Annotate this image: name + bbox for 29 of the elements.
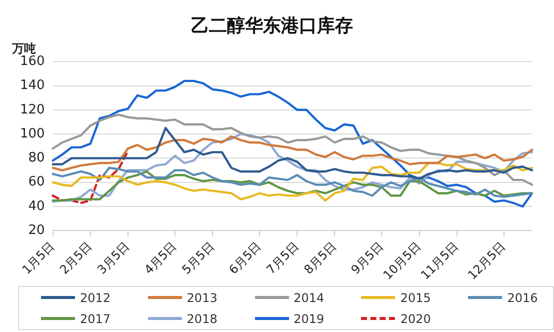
- x-tick-label: 6月5日: [226, 239, 264, 277]
- x-tick-label: 8月5日: [301, 239, 340, 277]
- y-tick-label: 160: [20, 54, 45, 69]
- legend-label: 2017: [80, 312, 111, 326]
- legend-label: 2019: [294, 312, 324, 326]
- y-axis-title: 万吨: [11, 42, 36, 56]
- y-tick-label: 80: [28, 150, 45, 166]
- x-tick-label: 4月5日: [142, 239, 180, 277]
- y-tick-label: 60: [28, 174, 45, 190]
- x-tick-label: 5月5日: [179, 239, 217, 277]
- y-tick-label: 140: [20, 78, 45, 94]
- chart-title: 乙二醇华东港口库存: [191, 15, 353, 36]
- legend-label: 2013: [186, 290, 218, 304]
- legend-label: 2015: [400, 290, 431, 304]
- x-tick-label: 7月5日: [264, 239, 302, 277]
- legend-label: 2020: [400, 312, 431, 326]
- y-tick-label: 20: [28, 223, 45, 238]
- legend-label: 2014: [294, 290, 324, 304]
- x-tick-label: 1月5日: [19, 239, 58, 277]
- legend-label: 2012: [80, 290, 111, 304]
- y-tick-label: 40: [28, 198, 45, 214]
- y-tick-label: 120: [20, 102, 45, 118]
- legend-label: 2018: [186, 312, 218, 326]
- legend-label: 2016: [507, 290, 538, 304]
- x-tick-label: 12月5日: [465, 239, 508, 282]
- line-series: [52, 150, 130, 204]
- y-tick-label: 100: [20, 126, 45, 142]
- x-tick-label: 2月5日: [57, 239, 95, 277]
- x-tick-label: 3月5日: [94, 239, 132, 277]
